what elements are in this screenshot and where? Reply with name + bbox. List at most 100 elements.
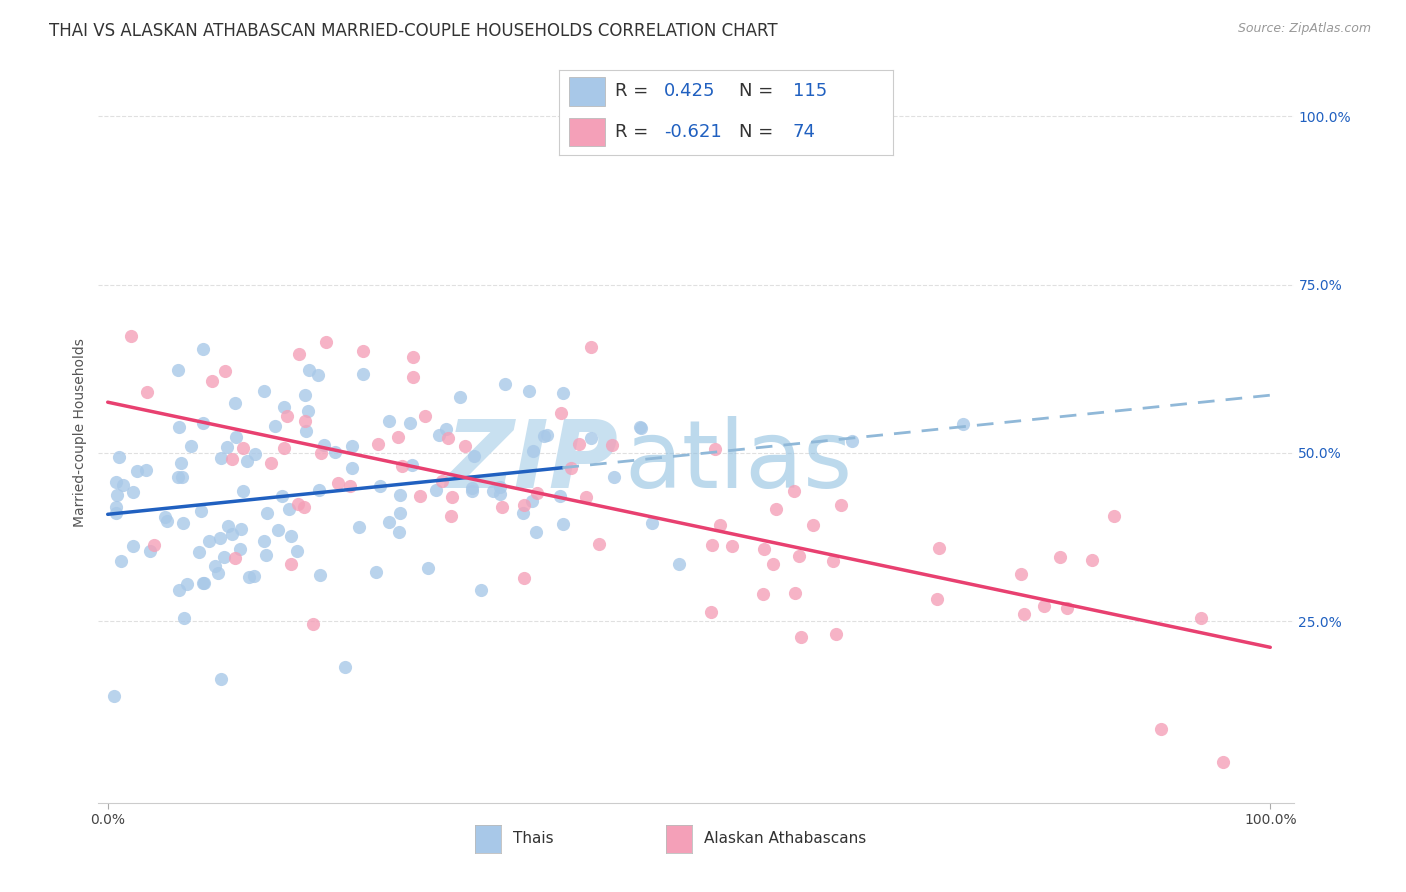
- Point: [754, 542, 776, 557]
- Text: ZIP: ZIP: [446, 417, 619, 508]
- Point: [191, 342, 214, 356]
- Point: [253, 384, 276, 398]
- Point: [1049, 549, 1071, 564]
- Point: [111, 478, 134, 492]
- Point: [308, 568, 330, 582]
- Point: [224, 396, 246, 410]
- Point: [762, 557, 785, 571]
- Point: [280, 557, 302, 571]
- Point: [783, 586, 806, 600]
- Point: [782, 484, 804, 499]
- Point: [298, 363, 321, 377]
- Point: [229, 541, 252, 556]
- Point: [232, 442, 254, 456]
- Point: [548, 489, 571, 503]
- Point: [191, 417, 214, 431]
- Point: [401, 458, 423, 472]
- Point: [276, 409, 298, 424]
- Point: [221, 452, 243, 467]
- Point: [122, 484, 145, 499]
- Y-axis label: Married-couple Households: Married-couple Households: [73, 338, 87, 527]
- Point: [167, 363, 190, 377]
- Point: [302, 617, 325, 632]
- Point: [524, 525, 547, 540]
- Point: [641, 516, 664, 530]
- Point: [366, 565, 388, 579]
- Point: [588, 536, 610, 550]
- Point: [221, 526, 243, 541]
- Point: [108, 450, 131, 464]
- Point: [560, 461, 582, 475]
- Point: [243, 447, 266, 461]
- Point: [1056, 600, 1078, 615]
- Point: [440, 508, 463, 523]
- Point: [787, 549, 810, 563]
- Point: [180, 438, 202, 452]
- Point: [191, 576, 214, 591]
- Point: [702, 538, 724, 552]
- Point: [314, 438, 336, 452]
- Point: [143, 538, 166, 552]
- Point: [703, 442, 725, 456]
- Point: [307, 368, 329, 382]
- Point: [267, 523, 290, 537]
- Point: [415, 409, 437, 423]
- Point: [209, 673, 232, 687]
- Point: [520, 493, 543, 508]
- Point: [434, 422, 457, 436]
- Point: [105, 488, 128, 502]
- Point: [308, 483, 330, 497]
- Point: [352, 344, 374, 359]
- Text: Thais: Thais: [513, 830, 554, 846]
- Point: [388, 506, 411, 520]
- Point: [326, 475, 349, 490]
- Point: [309, 446, 332, 460]
- Point: [630, 420, 652, 434]
- Point: [170, 456, 193, 470]
- Point: [491, 500, 513, 515]
- Point: [273, 400, 295, 414]
- Point: [489, 479, 512, 493]
- Point: [217, 440, 239, 454]
- Point: [167, 420, 190, 434]
- Point: [110, 554, 132, 568]
- Point: [1102, 508, 1125, 523]
- Point: [138, 543, 160, 558]
- Point: [1012, 607, 1035, 621]
- Point: [377, 516, 399, 530]
- Point: [105, 500, 128, 514]
- Point: [751, 587, 773, 601]
- Point: [103, 689, 125, 703]
- Point: [927, 591, 949, 606]
- Point: [135, 463, 157, 477]
- Point: [1189, 611, 1212, 625]
- Point: [720, 540, 742, 554]
- Point: [513, 571, 536, 585]
- Point: [533, 429, 555, 443]
- Point: [952, 417, 974, 431]
- Point: [387, 430, 409, 444]
- Point: [207, 566, 229, 581]
- Point: [352, 368, 374, 382]
- Point: [388, 488, 411, 502]
- Point: [841, 434, 863, 449]
- Point: [136, 385, 159, 400]
- Point: [1081, 553, 1104, 567]
- Point: [287, 347, 309, 361]
- Point: [260, 456, 283, 470]
- Point: [409, 489, 432, 503]
- Point: [441, 490, 464, 504]
- Point: [292, 500, 315, 514]
- Point: [700, 605, 723, 619]
- Point: [273, 442, 295, 456]
- Point: [155, 514, 177, 528]
- Point: [287, 497, 309, 511]
- Point: [825, 627, 848, 641]
- Point: [391, 459, 413, 474]
- Point: [193, 575, 215, 590]
- Point: [209, 532, 232, 546]
- Point: [201, 375, 224, 389]
- Point: [526, 485, 548, 500]
- Point: [170, 470, 193, 484]
- Point: [579, 431, 602, 445]
